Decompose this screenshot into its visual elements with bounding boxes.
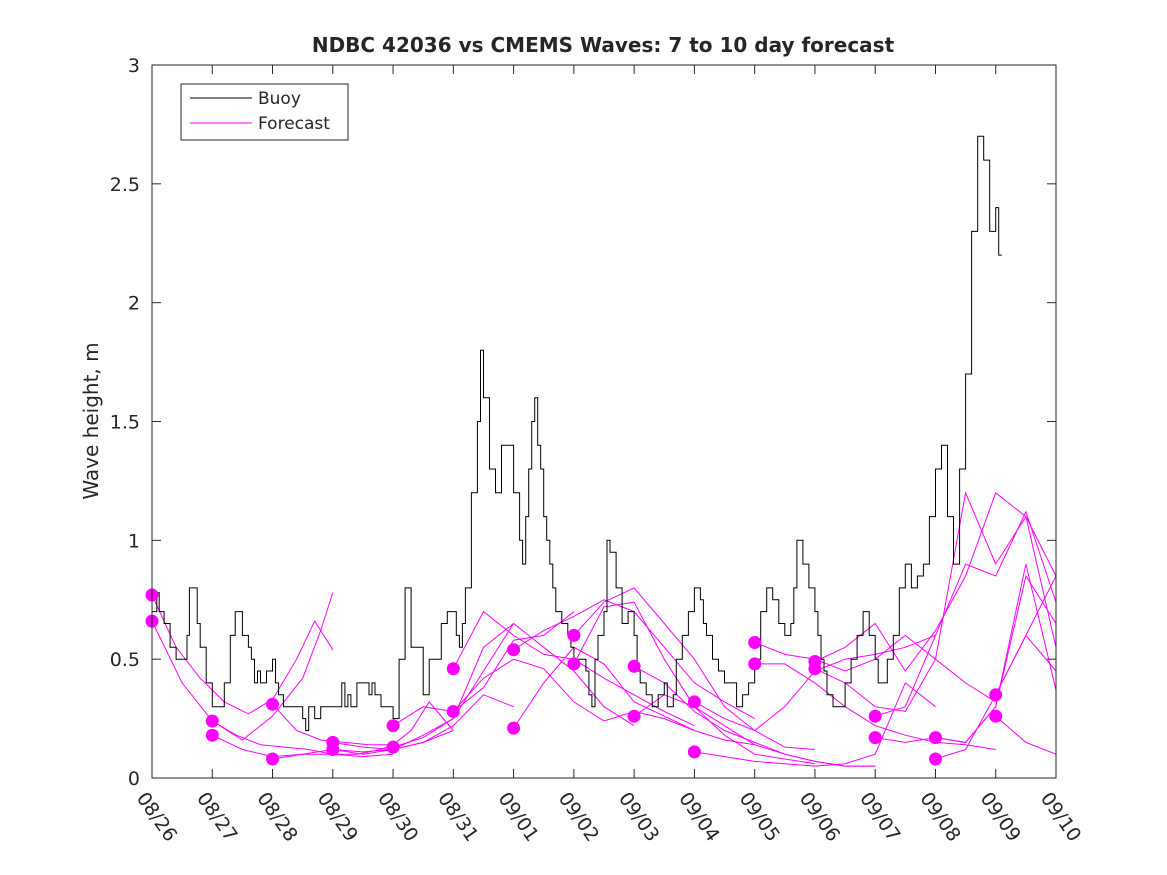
forecast-line-28 [995, 575, 1057, 696]
forecast-line-8 [392, 611, 575, 727]
x-tick-label: 08/29 [313, 788, 362, 845]
y-tick-label: 2.5 [110, 174, 140, 196]
x-tick-label: 09/10 [1036, 788, 1085, 845]
x-tick-label: 09/06 [795, 788, 844, 845]
legend: Buoy Forecast [180, 83, 349, 141]
legend-forecast-label: Forecast [258, 114, 330, 134]
legend-box [180, 83, 349, 141]
forecast-line-1 [151, 592, 334, 741]
forecast-marker-15 [567, 657, 581, 671]
forecast-marker-9 [386, 740, 400, 754]
x-tick-label: 08/31 [433, 788, 482, 845]
forecast-marker-8 [386, 719, 400, 733]
y-tick-label: 2 [128, 293, 140, 315]
forecast-line-19 [694, 682, 936, 767]
forecast-line-24 [875, 510, 1057, 717]
forecast-line-11 [452, 658, 695, 731]
forecast-marker-27 [929, 752, 942, 766]
forecast-marker-13 [507, 721, 521, 735]
y-tick-label: 1.5 [110, 412, 140, 434]
x-tick-label: 08/26 [132, 788, 181, 845]
forecast-marker-23 [808, 662, 822, 676]
forecast-marker-11 [446, 705, 460, 718]
forecast-marker-17 [627, 709, 641, 723]
x-tick-label: 09/02 [554, 788, 603, 845]
series-layer [145, 135, 1057, 767]
forecast-marker-20 [748, 636, 762, 649]
forecast-line-22 [814, 491, 1057, 672]
forecast-marker-21 [748, 657, 762, 671]
forecast-marker-28 [989, 688, 1003, 702]
forecast-marker-26 [929, 731, 942, 745]
plot-background [152, 65, 1056, 778]
forecast-line-7 [332, 623, 515, 755]
forecast-marker-29 [989, 709, 1003, 723]
forecast-line-14 [573, 587, 815, 750]
forecast-marker-25 [868, 731, 882, 745]
y-tick-label: 1 [128, 530, 140, 552]
forecast-line-0 [151, 594, 334, 715]
x-tick-label: 09/09 [976, 788, 1025, 845]
y-tick-label: 0.5 [110, 649, 140, 671]
x-tick-label: 09/08 [915, 788, 964, 845]
forecast-marker-24 [868, 709, 882, 723]
forecast-line-4 [272, 701, 454, 746]
forecast-marker-2 [205, 714, 219, 728]
y-axis-label: Wave height, m [79, 342, 103, 499]
forecast-line-29 [995, 715, 1057, 755]
y-tick-label: 3 [128, 55, 140, 77]
forecast-marker-3 [205, 728, 219, 742]
x-tick-label: 09/04 [674, 788, 723, 845]
forecast-marker-7 [326, 743, 340, 756]
x-tick-label: 08/30 [373, 788, 422, 845]
x-tick-label: 09/07 [855, 788, 904, 845]
forecast-line-21 [754, 663, 996, 750]
x-tick-label: 08/28 [252, 788, 301, 845]
forecast-marker-18 [687, 695, 701, 709]
chart-title: NDBC 42036 vs CMEMS Waves: 7 to 10 day f… [312, 33, 895, 57]
forecast-marker-4 [266, 697, 279, 711]
x-tick-label: 09/03 [614, 788, 663, 845]
x-tick-label: 08/27 [192, 788, 241, 845]
forecast-marker-14 [567, 628, 581, 642]
forecast-marker-10 [446, 662, 460, 676]
forecast-marker-16 [627, 659, 641, 673]
x-tick-label: 09/01 [494, 788, 543, 845]
forecast-line-13 [513, 646, 755, 746]
x-tick-label: 09/05 [735, 788, 784, 845]
forecast-line-6 [332, 694, 514, 751]
forecast-marker-5 [266, 752, 279, 766]
forecast-marker-19 [687, 745, 701, 759]
y-tick-label: 0 [128, 768, 140, 790]
forecast-marker-12 [507, 643, 521, 657]
plot-area: 0 0.5 1 1.5 2 2.5 3 08/26 08/27 08/28 08/29 08/30 08… [110, 55, 1086, 846]
legend-buoy-label: Buoy [258, 89, 301, 109]
forecast-line-9 [392, 622, 635, 748]
forecast-line-26 [935, 574, 1057, 743]
